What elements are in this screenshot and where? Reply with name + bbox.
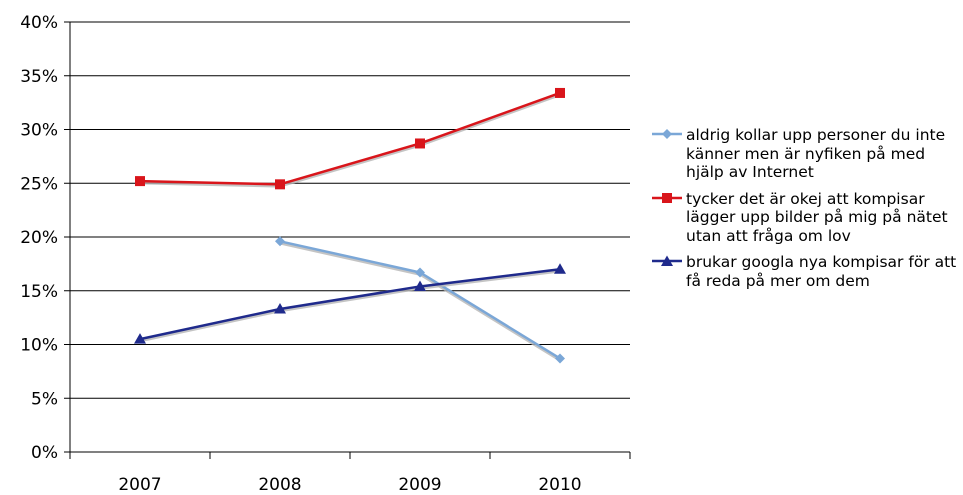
legend-label: brukar googla nya kompisar för att få re…: [686, 253, 957, 290]
y-tick-label: 0%: [31, 443, 58, 463]
y-tick-label: 20%: [20, 228, 58, 248]
legend-item-aldrig-kollar: aldrig kollar upp personer du inte känne…: [652, 126, 957, 182]
legend-diamond-marker-icon: [652, 129, 682, 139]
x-tick-label: 2008: [258, 475, 301, 495]
legend-label: aldrig kollar upp personer du inte känne…: [686, 126, 946, 181]
series-line: [139, 268, 561, 341]
data-point-diamond: [415, 267, 425, 278]
series-line-shadow: [139, 270, 561, 343]
y-tick-label: 35%: [20, 67, 58, 87]
x-tick-label: 2007: [118, 475, 161, 495]
y-tick-label: 40%: [20, 13, 58, 33]
data-point-square: [275, 179, 285, 190]
y-tick-label: 30%: [20, 121, 58, 141]
legend-label: tycker det är okej att kompisar lägger u…: [686, 189, 948, 245]
gridlines: [70, 21, 630, 453]
series-2: [135, 87, 565, 190]
data-point-triangle: [554, 263, 566, 274]
axes: [64, 21, 631, 459]
series-3: [134, 263, 566, 344]
y-tick-label: 10%: [20, 336, 58, 356]
y-tick-label: 25%: [20, 174, 58, 194]
legend-item-brukar-googla: brukar googla nya kompisar för att få re…: [652, 253, 957, 290]
data-point-diamond: [275, 236, 285, 247]
y-tick-label: 15%: [20, 282, 58, 302]
data-point-triangle: [414, 280, 426, 291]
series-line: [139, 91, 561, 186]
x-axis-tick-labels: 2007 2008 2009 2010: [118, 475, 581, 495]
series-1: [275, 236, 565, 364]
data-point-triangle: [274, 303, 286, 314]
legend-triangle-marker-icon: [652, 255, 682, 266]
data-point-square: [135, 176, 145, 187]
data-point-square: [555, 87, 565, 98]
series-line: [279, 240, 561, 360]
y-axis-tick-labels: 0% 5% 10% 15% 20% 25% 30% 35% 40%: [20, 13, 58, 463]
data-point-square: [415, 138, 425, 149]
data-point-diamond: [555, 353, 565, 364]
x-tick-label: 2009: [398, 475, 441, 495]
x-tick-label: 2010: [538, 475, 581, 495]
legend-square-marker-icon: [652, 192, 682, 203]
series-lines: [134, 87, 566, 364]
data-point-triangle: [134, 333, 146, 344]
legend-item-tycker-okej: tycker det är okej att kompisar lägger u…: [652, 190, 957, 246]
y-tick-label: 5%: [31, 389, 58, 409]
legend: aldrig kollar upp personer du inte känne…: [652, 126, 957, 298]
series-line-shadow: [139, 93, 561, 188]
